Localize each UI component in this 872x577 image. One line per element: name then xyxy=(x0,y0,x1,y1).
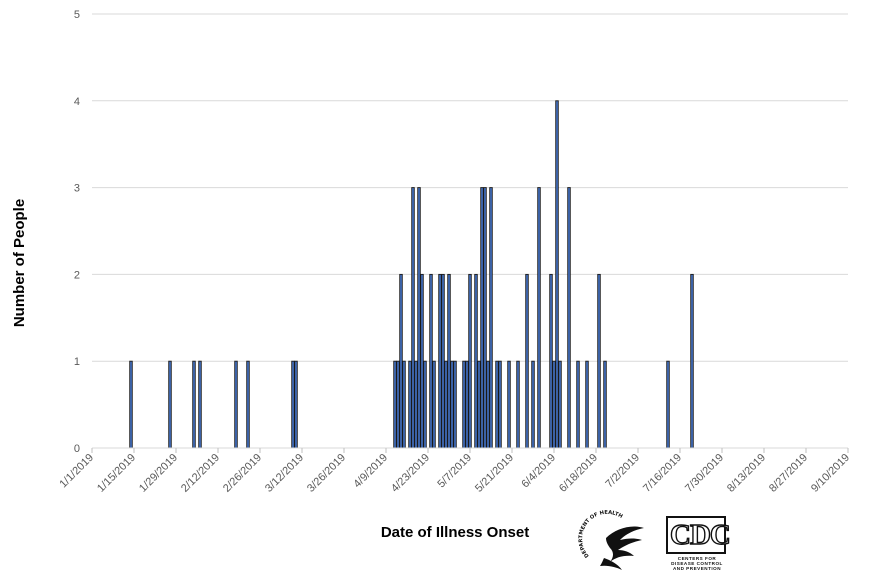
bar-3-9-2019 xyxy=(291,360,295,449)
y-axis-tick-labels: 0 1 2 3 4 5 xyxy=(74,9,80,455)
agency-logos: DEPARTMENT OF HEALTH & HUMAN SERVICES US… xyxy=(572,506,732,572)
bar-4-13-2019 xyxy=(396,360,400,449)
bar-2-4-2019 xyxy=(192,360,196,449)
bar-5-20-2019 xyxy=(507,360,511,449)
x-tick-label-2-12-2019: 2/12/2019 xyxy=(179,452,222,495)
bar-5-10-2019 xyxy=(477,360,481,449)
cdc-logo: CDC Centers for Disease Control and Prev… xyxy=(666,516,732,571)
bar-5-14-2019 xyxy=(489,187,493,449)
bar-6-12-2019 xyxy=(576,360,580,449)
x-tick-label-7-2-2019: 7/2/2019 xyxy=(603,452,642,491)
x-tick-label-1-15-2019: 1/15/2019 xyxy=(95,452,138,495)
x-tick-label-2-26-2019: 2/26/2019 xyxy=(221,452,264,495)
bar-5-9-2019 xyxy=(474,273,478,449)
y-tick-label-4: 4 xyxy=(74,96,80,108)
bar-4-21-2019 xyxy=(420,273,424,449)
bar-2-18-2019 xyxy=(234,360,238,449)
bar-4-15-2019 xyxy=(402,360,406,449)
y-tick-label-1: 1 xyxy=(74,356,80,368)
bar-4-24-2019 xyxy=(429,273,433,449)
bar-6-4-2019 xyxy=(552,360,556,449)
bar-5-12-2019 xyxy=(483,187,487,449)
x-tick-label-7-16-2019: 7/16/2019 xyxy=(641,452,684,495)
bars xyxy=(129,100,694,449)
x-tick-label-5-21-2019: 5/21/2019 xyxy=(473,452,516,495)
x-tick-label-3-12-2019: 3/12/2019 xyxy=(263,452,306,495)
bar-6-21-2019 xyxy=(603,360,607,449)
x-tick-label-9-10-2019: 9/10/2019 xyxy=(809,452,852,495)
gridlines xyxy=(92,13,848,362)
x-tick-label-6-18-2019: 6/18/2019 xyxy=(557,452,600,495)
bar-5-17-2019 xyxy=(498,360,502,449)
bar-4-12-2019 xyxy=(393,360,397,449)
y-tick-label-2: 2 xyxy=(74,269,80,281)
bar-6-5-2019 xyxy=(555,100,559,449)
bar-6-15-2019 xyxy=(585,360,589,449)
bar-5-28-2019 xyxy=(531,360,535,449)
bar-1-14-2019 xyxy=(129,360,133,449)
bar-5-13-2019 xyxy=(486,360,490,449)
y-tick-label-0: 0 xyxy=(74,443,80,455)
bar-4-22-2019 xyxy=(423,360,427,449)
x-tick-label-8-27-2019: 8/27/2019 xyxy=(767,452,810,495)
bar-2-22-2019 xyxy=(246,360,250,449)
bar-4-25-2019 xyxy=(432,360,436,449)
x-tick-label-1-29-2019: 1/29/2019 xyxy=(137,452,180,495)
bar-4-14-2019 xyxy=(399,273,403,449)
x-tick-label-4-9-2019: 4/9/2019 xyxy=(351,452,390,491)
bar-4-30-2019 xyxy=(447,273,451,449)
x-tick-label-1-1-2019: 1/1/2019 xyxy=(57,452,96,491)
bar-5-1-2019 xyxy=(450,360,454,449)
bar-5-7-2019 xyxy=(468,273,472,449)
y-axis-title: Number of People xyxy=(11,199,28,327)
bar-4-17-2019 xyxy=(408,360,412,449)
bar-4-28-2019 xyxy=(441,273,445,449)
bar-5-6-2019 xyxy=(465,360,469,449)
x-tick-label-6-4-2019: 6/4/2019 xyxy=(519,452,558,491)
x-axis-title: Date of Illness Onset xyxy=(381,524,529,541)
y-tick-label-5: 5 xyxy=(74,9,80,21)
bar-5-30-2019 xyxy=(537,187,541,449)
bar-7-20-2019 xyxy=(690,273,694,449)
cdc-logo-subtext: Centers for Disease Control and Preventi… xyxy=(671,556,723,572)
bar-6-6-2019 xyxy=(558,360,562,449)
x-tick-label-4-23-2019: 4/23/2019 xyxy=(389,452,432,495)
bar-5-26-2019 xyxy=(525,273,529,449)
bar-2-6-2019 xyxy=(198,360,202,449)
x-tick-label-3-26-2019: 3/26/2019 xyxy=(305,452,348,495)
bar-5-16-2019 xyxy=(495,360,499,449)
bar-5-5-2019 xyxy=(462,360,466,449)
x-tick-label-8-13-2019: 8/13/2019 xyxy=(725,452,768,495)
bar-5-23-2019 xyxy=(516,360,520,449)
bar-7-12-2019 xyxy=(666,360,670,449)
bar-6-9-2019 xyxy=(567,187,571,449)
bar-6-3-2019 xyxy=(549,273,553,449)
bar-4-20-2019 xyxy=(417,187,421,449)
bar-3-10-2019 xyxy=(294,360,298,449)
bar-5-11-2019 xyxy=(480,187,484,449)
y-tick-label-3: 3 xyxy=(74,183,80,195)
bar-4-19-2019 xyxy=(414,360,418,449)
hhs-logo: DEPARTMENT OF HEALTH & HUMAN SERVICES US… xyxy=(573,506,648,572)
bar-6-19-2019 xyxy=(597,273,601,449)
bar-1-27-2019 xyxy=(168,360,172,449)
x-tick-label-7-30-2019: 7/30/2019 xyxy=(683,452,726,495)
cdc-logo-text: CDC xyxy=(669,518,731,551)
bar-5-2-2019 xyxy=(453,360,457,449)
eagle-icon xyxy=(600,526,644,570)
bar-4-29-2019 xyxy=(444,360,448,449)
bar-4-27-2019 xyxy=(438,273,442,449)
x-tick-label-5-7-2019: 5/7/2019 xyxy=(435,452,474,491)
x-axis: 1/1/20191/15/20191/29/20192/12/20192/26/… xyxy=(57,447,852,495)
bar-4-18-2019 xyxy=(411,187,415,449)
